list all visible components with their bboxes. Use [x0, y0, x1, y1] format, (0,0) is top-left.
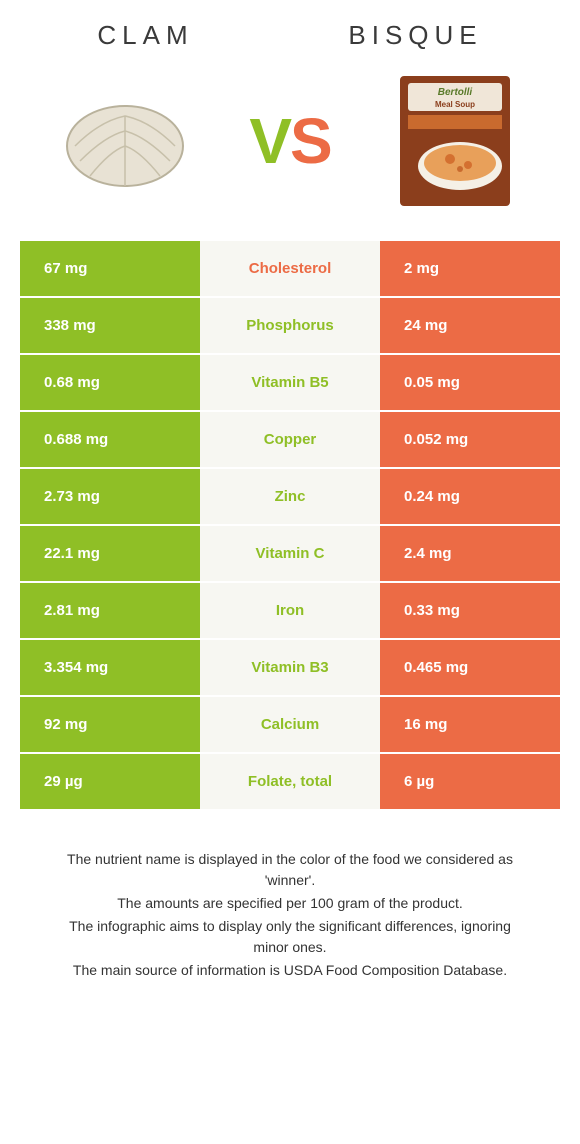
vs-v-letter: V [249, 105, 290, 177]
right-value: 16 mg [380, 697, 560, 752]
nutrient-label: Iron [200, 583, 380, 638]
svg-text:Meal Soup: Meal Soup [435, 100, 475, 109]
nutrient-label: Zinc [200, 469, 380, 524]
left-value: 2.81 mg [20, 583, 200, 638]
nutrient-label: Copper [200, 412, 380, 467]
table-row: 0.688 mgCopper0.052 mg [20, 412, 560, 467]
footnotes: The nutrient name is displayed in the co… [20, 839, 560, 993]
nutrient-label: Vitamin C [200, 526, 380, 581]
vs-s-letter: S [290, 105, 331, 177]
footnote-line: The amounts are specified per 100 gram o… [50, 893, 530, 914]
right-value: 2.4 mg [380, 526, 560, 581]
vs-label: VS [249, 104, 330, 178]
right-value: 0.465 mg [380, 640, 560, 695]
left-value: 22.1 mg [20, 526, 200, 581]
table-row: 338 mgPhosphorus24 mg [20, 298, 560, 353]
right-value: 24 mg [380, 298, 560, 353]
left-value: 338 mg [20, 298, 200, 353]
svg-text:Bertolli: Bertolli [438, 87, 473, 98]
footnote-line: The infographic aims to display only the… [50, 916, 530, 958]
nutrient-label: Folate, total [200, 754, 380, 809]
left-food-title: CLAM [97, 20, 193, 51]
footnote-line: The main source of information is USDA F… [50, 960, 530, 981]
header-row: CLAM BISQUE [20, 20, 560, 51]
images-row: VS Bertolli Meal Soup [20, 71, 560, 241]
nutrient-label: Calcium [200, 697, 380, 752]
nutrient-label: Vitamin B3 [200, 640, 380, 695]
clam-image [60, 91, 190, 191]
right-food-title: BISQUE [348, 20, 482, 51]
right-value: 2 mg [380, 241, 560, 296]
table-row: 3.354 mgVitamin B30.465 mg [20, 640, 560, 695]
left-value: 3.354 mg [20, 640, 200, 695]
footnote-line: The nutrient name is displayed in the co… [50, 849, 530, 891]
table-row: 92 mgCalcium16 mg [20, 697, 560, 752]
bisque-image: Bertolli Meal Soup [390, 71, 520, 211]
nutrient-label: Vitamin B5 [200, 355, 380, 410]
nutrient-label: Cholesterol [200, 241, 380, 296]
table-row: 2.81 mgIron0.33 mg [20, 583, 560, 638]
nutrient-label: Phosphorus [200, 298, 380, 353]
left-value: 2.73 mg [20, 469, 200, 524]
left-value: 0.68 mg [20, 355, 200, 410]
right-value: 0.33 mg [380, 583, 560, 638]
table-row: 29 µgFolate, total6 µg [20, 754, 560, 809]
table-row: 67 mgCholesterol2 mg [20, 241, 560, 296]
right-value: 6 µg [380, 754, 560, 809]
right-value: 0.24 mg [380, 469, 560, 524]
right-value: 0.05 mg [380, 355, 560, 410]
table-row: 2.73 mgZinc0.24 mg [20, 469, 560, 524]
left-value: 29 µg [20, 754, 200, 809]
comparison-table: 67 mgCholesterol2 mg338 mgPhosphorus24 m… [20, 241, 560, 809]
table-row: 0.68 mgVitamin B50.05 mg [20, 355, 560, 410]
table-row: 22.1 mgVitamin C2.4 mg [20, 526, 560, 581]
left-value: 0.688 mg [20, 412, 200, 467]
left-value: 67 mg [20, 241, 200, 296]
right-value: 0.052 mg [380, 412, 560, 467]
left-value: 92 mg [20, 697, 200, 752]
